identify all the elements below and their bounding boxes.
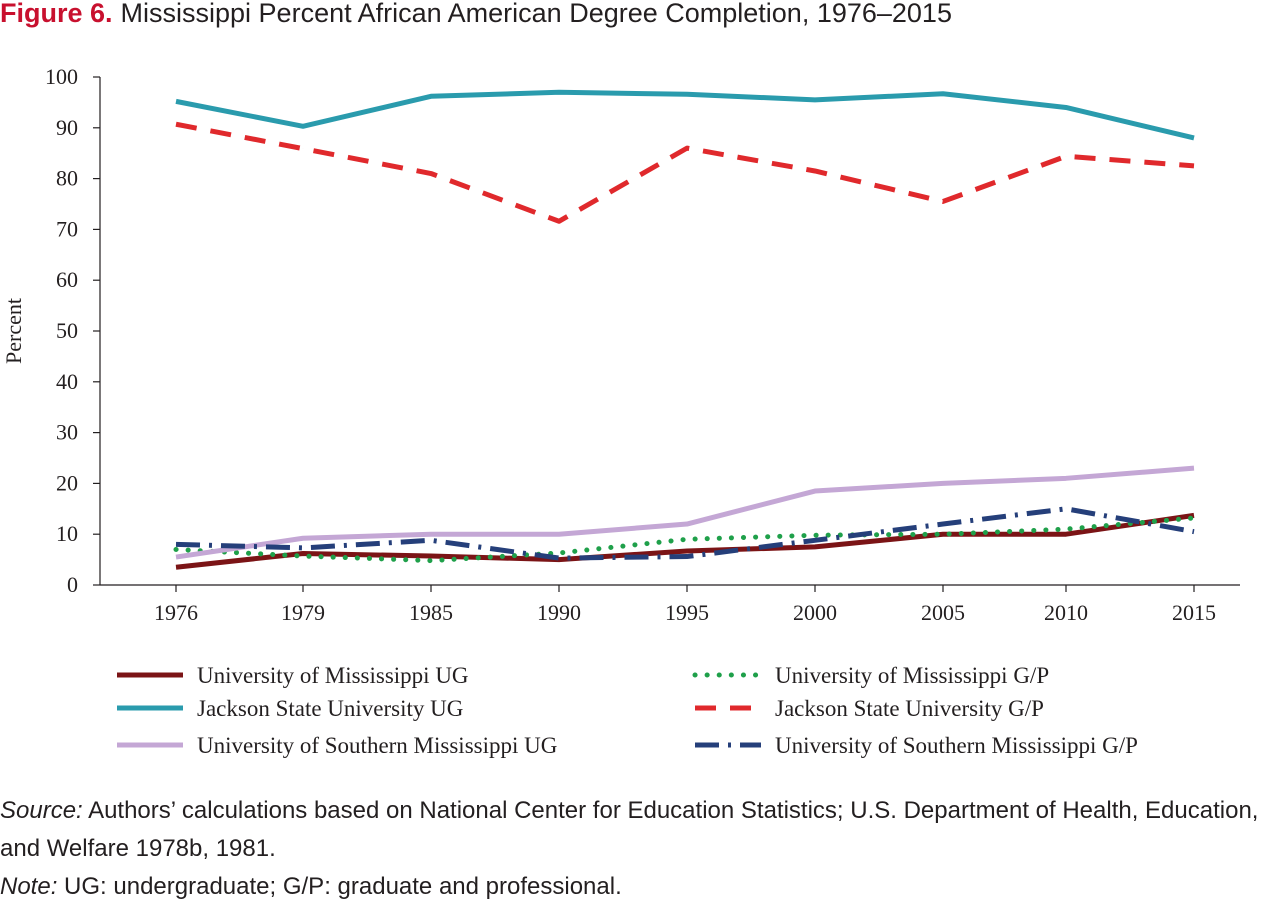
x-tick-label: 1990	[537, 600, 581, 625]
y-tick-label: 50	[56, 318, 78, 343]
source-line: Source: Authors’ calculations based on N…	[0, 792, 1280, 868]
figure-title: Figure 6. Mississippi Percent African Ame…	[0, 0, 952, 29]
legend-label: Jackson State University UG	[197, 696, 463, 721]
figure-title-text: Mississippi Percent African American Deg…	[120, 0, 952, 28]
figure-footer: Source: Authors’ calculations based on N…	[0, 792, 1280, 906]
chart-axes: 0 10 20 30 40 50 60 70 80 90 100 1976 1979 1985 1990 19…	[1, 64, 1240, 625]
note-line: Note: UG: undergraduate; G/P: graduate a…	[0, 868, 1280, 906]
legend-label: University of Mississippi UG	[197, 663, 469, 688]
legend-label: University of Mississippi G/P	[775, 663, 1049, 688]
x-tick-label: 2015	[1172, 600, 1216, 625]
x-tick-label: 1976	[154, 600, 198, 625]
note-label: Note:	[0, 873, 58, 900]
x-tick-label: 1979	[281, 600, 325, 625]
y-tick-label: 60	[56, 267, 78, 292]
x-tick-label: 2000	[793, 600, 837, 625]
chart-legend: University of Mississippi UG University o…	[117, 663, 1138, 758]
legend-label: University of Southern Mississippi UG	[197, 733, 557, 758]
y-tick-label: 80	[56, 166, 78, 191]
legend-item: Jackson State University UG	[117, 696, 463, 721]
x-tick-label: 2010	[1044, 600, 1088, 625]
x-tick-label: 1995	[665, 600, 709, 625]
figure-label: Figure 6.	[0, 0, 113, 28]
x-tick-label: 2005	[921, 600, 965, 625]
legend-label: Jackson State University G/P	[775, 696, 1044, 721]
y-tick-label: 100	[45, 64, 78, 89]
legend-item: University of Southern Mississippi G/P	[695, 733, 1138, 758]
series-line-1	[173, 515, 1197, 564]
legend-item: University of Mississippi UG	[117, 663, 469, 688]
y-tick-label: 40	[56, 369, 78, 394]
source-label: Source:	[0, 797, 83, 824]
source-text: Authors’ calculations based on National …	[0, 797, 1259, 862]
line-chart: 0 10 20 30 40 50 60 70 80 90 100 1976 1979 1985 1990 19…	[1, 64, 1240, 758]
y-tick-label: 30	[56, 420, 78, 445]
series-line-3	[175, 121, 1195, 224]
y-tick-label: 0	[67, 572, 78, 597]
y-tick-label: 90	[56, 115, 78, 140]
y-tick-label: 20	[56, 470, 78, 495]
x-tick-label: 1985	[409, 600, 453, 625]
y-tick-label: 70	[56, 216, 78, 241]
legend-label: University of Southern Mississippi G/P	[775, 733, 1138, 758]
legend-item: Jackson State University G/P	[695, 696, 1044, 721]
legend-item: University of Southern Mississippi UG	[117, 733, 557, 758]
series-line-2	[175, 89, 1195, 141]
note-text: UG: undergraduate; G/P: graduate and pro…	[64, 873, 622, 900]
y-axis-title: Percent	[1, 298, 26, 364]
chart-series	[173, 89, 1197, 570]
legend-item: University of Mississippi G/P	[692, 663, 1049, 688]
y-tick-label: 10	[56, 521, 78, 546]
